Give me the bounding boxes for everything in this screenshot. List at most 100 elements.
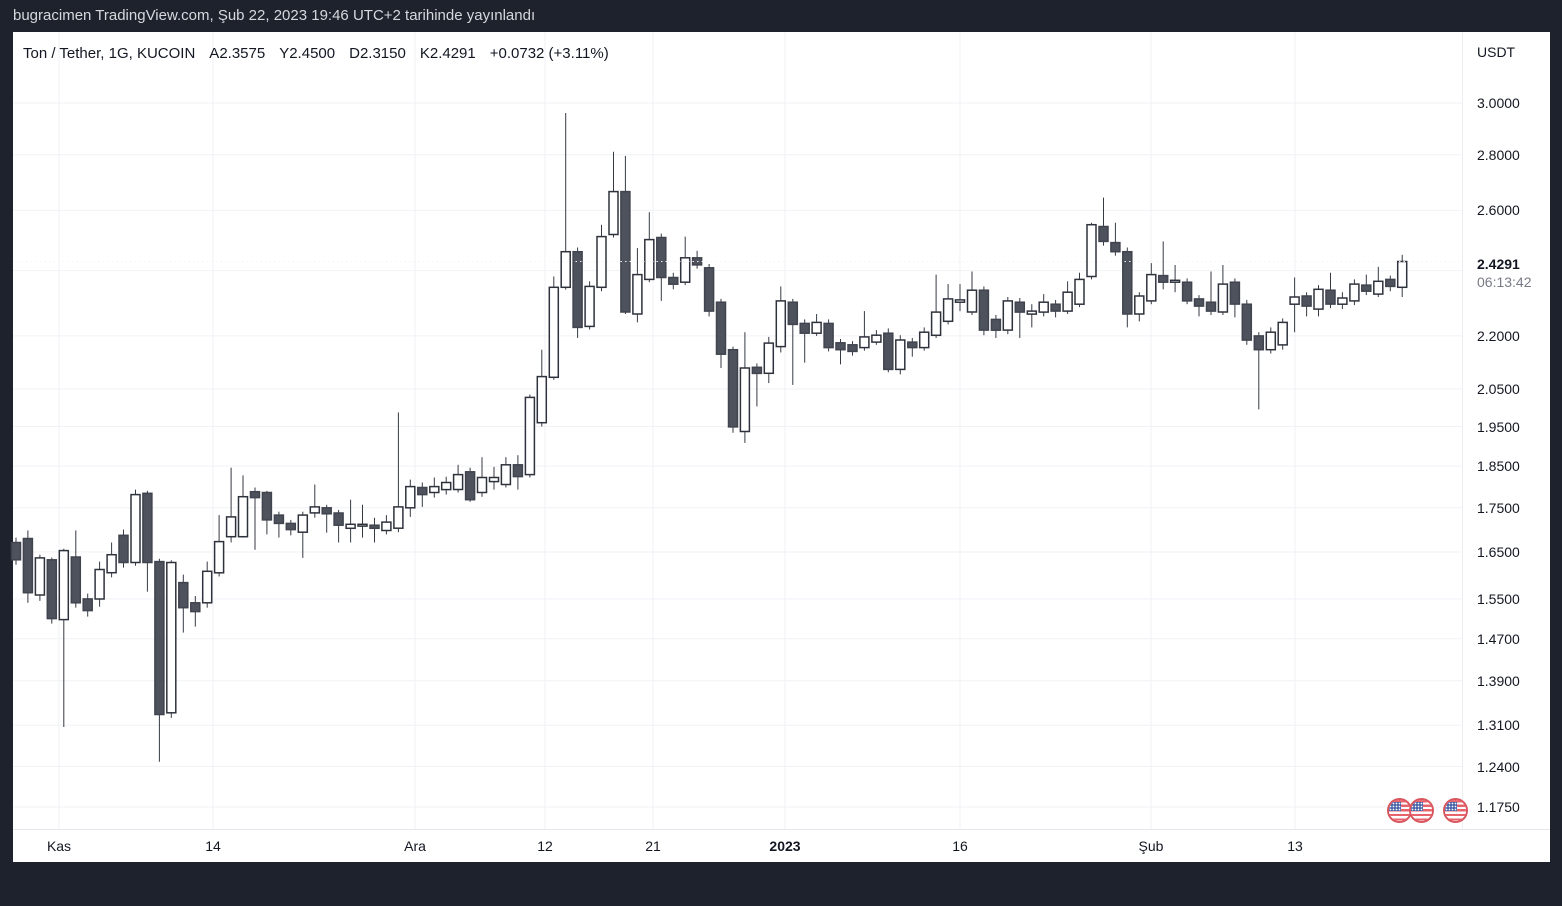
candle: [620, 155, 631, 314]
us-flag-icon[interactable]: [1408, 797, 1434, 823]
candle: [895, 335, 906, 375]
candle: [1157, 241, 1169, 290]
candle: [357, 504, 368, 538]
time-axis-label: Ara: [404, 838, 426, 854]
flag-canton: [1410, 801, 1423, 811]
candle: [225, 467, 237, 543]
candle: [417, 482, 428, 507]
candle: [1217, 265, 1229, 315]
candle: [154, 558, 165, 762]
candle: [859, 311, 870, 351]
price-tick-label: 3.0000: [1477, 95, 1520, 111]
candle: [1098, 197, 1109, 246]
candle: [70, 530, 82, 608]
candle: [918, 327, 930, 351]
us-flag-icon[interactable]: [1442, 797, 1468, 823]
candle: [679, 236, 691, 286]
publish-info-bar: bugracimen TradingView.com, Şub 22, 2023…: [0, 0, 1562, 32]
candle: [82, 593, 93, 617]
price-tick-label: 2.6000: [1477, 202, 1520, 218]
last-price-label: 2.4291: [1477, 256, 1520, 272]
candle: [1205, 271, 1217, 315]
candle: [1349, 279, 1360, 306]
candle: [393, 412, 404, 533]
bar-close-countdown: 06:13:42: [1477, 274, 1532, 290]
time-axis-label: Şub: [1138, 838, 1164, 854]
candle: [871, 330, 882, 345]
candle: [285, 519, 297, 536]
candle: [990, 315, 1002, 338]
candle: [1337, 292, 1348, 310]
candle: [751, 363, 763, 407]
candle: [106, 542, 117, 578]
candle: [548, 276, 560, 380]
time-axis-label: 21: [645, 838, 661, 854]
candle: [536, 349, 548, 427]
candle: [1062, 281, 1073, 314]
candle: [584, 281, 595, 330]
candle: [775, 286, 787, 353]
candle: [1229, 278, 1241, 318]
candle: [405, 479, 416, 517]
flag-canton: [1444, 801, 1457, 811]
time-axis-label: Kas: [46, 838, 72, 854]
candle: [1277, 318, 1288, 350]
candle: [727, 346, 739, 433]
candle: [954, 284, 966, 312]
candle: [835, 339, 846, 365]
legend-close: K2.4291: [419, 45, 476, 62]
price-tick-label: 1.3100: [1477, 717, 1520, 733]
candle: [763, 336, 775, 384]
price-tick-label: 2.2000: [1477, 328, 1520, 344]
candle: [1313, 285, 1324, 317]
candle: [572, 247, 583, 338]
candle: [668, 272, 679, 290]
candle: [524, 394, 536, 478]
time-axis-label: 14: [205, 838, 221, 854]
candle: [1396, 254, 1408, 297]
legend-change: +0.0732 (+3.11%): [489, 45, 609, 62]
candle: [811, 314, 822, 336]
candle: [1289, 277, 1300, 333]
candle: [560, 113, 571, 290]
candle: [1146, 263, 1157, 305]
candle: [799, 319, 810, 363]
time-axis-label: 13: [1287, 838, 1303, 854]
candle: [1385, 275, 1396, 292]
candle: [166, 560, 177, 718]
candle: [369, 517, 380, 543]
time-axis-label: 16: [952, 838, 968, 854]
time-axis-label: 2023: [769, 838, 801, 854]
candle: [249, 487, 261, 550]
candle: [1122, 247, 1133, 328]
price-tick-label: 1.3900: [1477, 673, 1520, 689]
price-tick-label: 1.4700: [1477, 631, 1520, 647]
candle: [94, 561, 105, 607]
candle: [691, 250, 703, 269]
candle: [883, 328, 894, 373]
candle: [237, 475, 249, 538]
candle: [1169, 265, 1181, 293]
legend-high: Y2.4500: [279, 45, 336, 62]
candle: [966, 271, 978, 315]
candle: [273, 511, 285, 538]
candle: [22, 530, 34, 603]
us-flag-icon[interactable]: [1386, 797, 1412, 823]
candle: [1038, 294, 1049, 317]
candle: [1074, 272, 1085, 308]
candle: [345, 499, 356, 543]
candle: [1265, 327, 1277, 354]
candle: [333, 509, 344, 543]
candle: [596, 224, 607, 292]
candle: [464, 467, 476, 502]
price-tick-label: 1.5500: [1477, 591, 1520, 607]
candle: [608, 151, 619, 238]
footer-bar: TradingView: [0, 862, 1562, 906]
price-tick-label: 1.1750: [1477, 799, 1520, 815]
candle: [1026, 304, 1038, 328]
axis-currency-label: USDT: [1477, 44, 1516, 60]
candle: [823, 319, 834, 352]
candle: [58, 548, 70, 727]
